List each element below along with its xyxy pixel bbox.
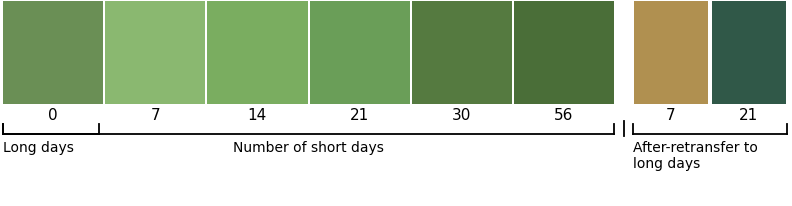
Bar bbox=[634, 2, 708, 104]
Text: Long days: Long days bbox=[3, 140, 74, 154]
Bar bbox=[514, 2, 614, 104]
Text: 56: 56 bbox=[554, 108, 573, 122]
Bar bbox=[105, 2, 205, 104]
Bar bbox=[3, 2, 103, 104]
Text: 30: 30 bbox=[452, 108, 471, 122]
Text: 21: 21 bbox=[350, 108, 369, 122]
Bar bbox=[208, 2, 307, 104]
Bar bbox=[310, 2, 409, 104]
Text: After-retransfer to
long days: After-retransfer to long days bbox=[633, 140, 758, 170]
Bar bbox=[712, 2, 786, 104]
Bar bbox=[412, 2, 512, 104]
Text: 7: 7 bbox=[150, 108, 160, 122]
Text: Number of short days: Number of short days bbox=[233, 140, 384, 154]
Text: 0: 0 bbox=[48, 108, 58, 122]
Text: 7: 7 bbox=[666, 108, 676, 122]
Text: 21: 21 bbox=[740, 108, 759, 122]
Text: 14: 14 bbox=[248, 108, 267, 122]
